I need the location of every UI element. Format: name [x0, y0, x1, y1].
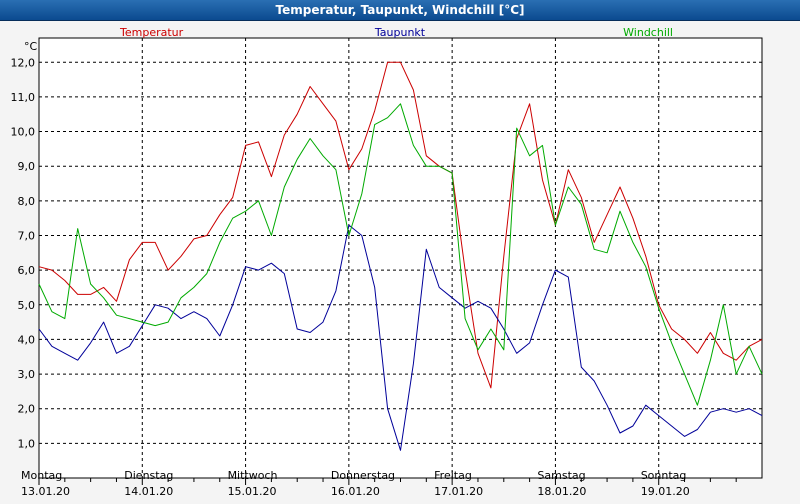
x-tick-date-label: 18.01.20: [537, 485, 586, 498]
temperature-chart: °C 1,0 2,0 3,0 4,0 5,0 6,0 7,0 8,0 9,0 10,0 11,0 12…: [0, 21, 800, 500]
window-titlebar: Temperatur, Taupunkt, Windchill [°C]: [0, 0, 800, 21]
legend-label: Temperatur: [119, 26, 184, 39]
series-line-temperatur: [38, 61, 763, 389]
series-lines: [38, 61, 763, 451]
x-axis-ticks: Montag 13.01.20 Dienstag 14.01.20 Mittwoch 15…: [21, 469, 737, 498]
legend: Temperatur Taupunkt Windchill: [119, 26, 673, 39]
y-tick-label: 1,0: [18, 437, 36, 450]
legend-label: Windchill: [623, 26, 673, 39]
y-tick-label: 10,0: [11, 126, 36, 139]
x-tick-day-label: Sonntag: [641, 469, 687, 482]
x-tick-day-label: Dienstag: [124, 469, 173, 482]
y-tick-label: 6,0: [18, 264, 36, 277]
x-tick-day-label: Montag: [21, 469, 62, 482]
window-title: Temperatur, Taupunkt, Windchill [°C]: [275, 3, 525, 17]
y-tick-label: 7,0: [18, 229, 36, 242]
grid-lines: [39, 38, 762, 478]
y-tick-label: 11,0: [11, 91, 36, 104]
x-tick-date-label: 19.01.20: [641, 485, 690, 498]
x-tick-day-label: Mittwoch: [228, 469, 278, 482]
y-axis-unit: °C: [24, 40, 38, 53]
y-tick-label: 2,0: [18, 403, 36, 416]
x-tick-date-label: 13.01.20: [21, 485, 70, 498]
x-tick-date-label: 16.01.20: [331, 485, 380, 498]
y-tick-label: 8,0: [18, 195, 36, 208]
y-tick-label: 12,0: [11, 56, 36, 69]
x-tick-day-label: Samstag: [537, 469, 585, 482]
x-tick-date-label: 15.01.20: [228, 485, 277, 498]
x-tick-day-label: Freitag: [434, 469, 472, 482]
y-tick-label: 5,0: [18, 299, 36, 312]
x-tick-date-label: 17.01.20: [434, 485, 483, 498]
x-tick-day-label: Donnerstag: [331, 469, 395, 482]
series-line-windchill: [38, 103, 763, 406]
series-line-taupunkt: [38, 224, 763, 451]
legend-label: Taupunkt: [374, 26, 426, 39]
y-tick-label: 9,0: [18, 160, 36, 173]
x-tick-date-label: 14.01.20: [124, 485, 173, 498]
y-tick-label: 3,0: [18, 368, 36, 381]
y-tick-label: 4,0: [18, 333, 36, 346]
y-axis-ticks: 1,0 2,0 3,0 4,0 5,0 6,0 7,0 8,0 9,0 10,0 11,0 12,0: [11, 56, 36, 450]
chart-area: °C 1,0 2,0 3,0 4,0 5,0 6,0 7,0 8,0 9,0 10,0 11,0 12…: [0, 21, 800, 500]
